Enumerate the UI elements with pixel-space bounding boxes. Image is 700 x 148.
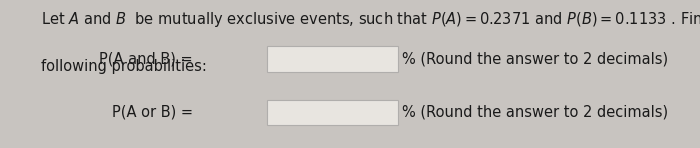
Text: following probabilities:: following probabilities:	[41, 59, 207, 74]
Text: P(A and B) =: P(A and B) =	[99, 52, 192, 67]
Text: P(A or B) =: P(A or B) =	[111, 105, 192, 120]
FancyBboxPatch shape	[267, 99, 398, 126]
FancyBboxPatch shape	[267, 46, 398, 72]
Text: % (Round the answer to 2 decimals): % (Round the answer to 2 decimals)	[402, 52, 668, 67]
Text: Let $A$ and $B$  be mutually exclusive events, such that $P(A) = 0.2371$ and $P(: Let $A$ and $B$ be mutually exclusive ev…	[41, 10, 700, 29]
Text: % (Round the answer to 2 decimals): % (Round the answer to 2 decimals)	[402, 105, 668, 120]
FancyBboxPatch shape	[0, 0, 4, 148]
